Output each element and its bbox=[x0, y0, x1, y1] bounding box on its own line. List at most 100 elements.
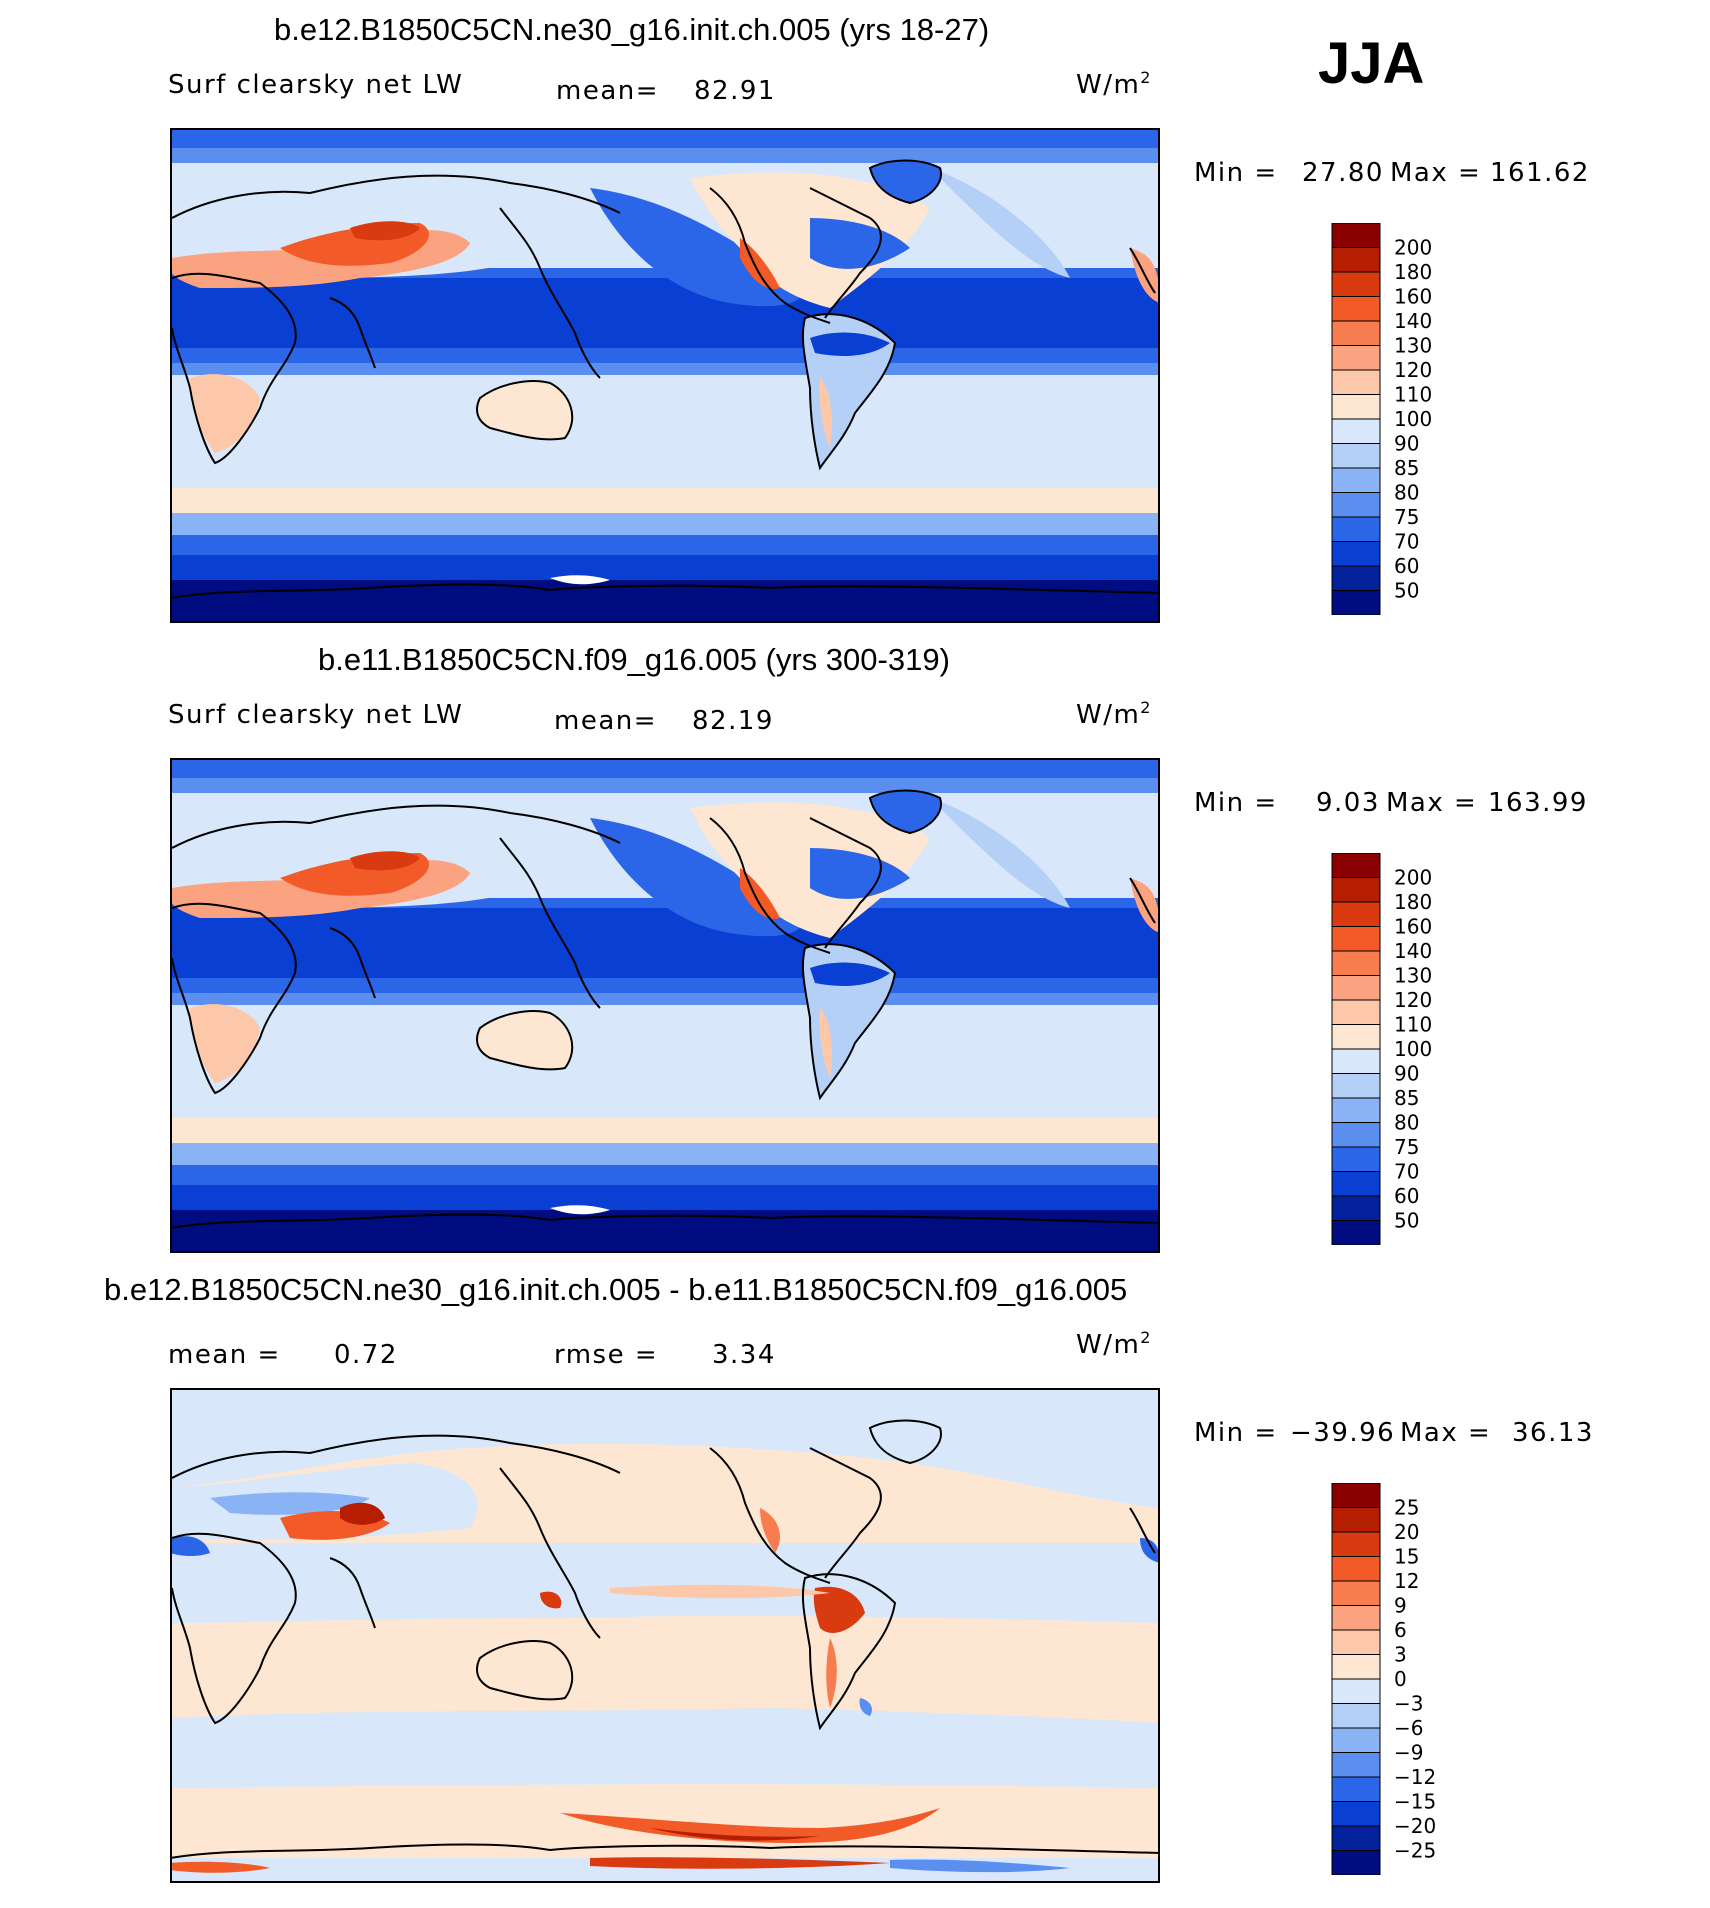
colorbar-box bbox=[1331, 1171, 1381, 1197]
colorbar-tick-label: 160 bbox=[1394, 285, 1432, 309]
southern-africa bbox=[190, 1004, 260, 1083]
panel-2-title: b.e11.B1850C5CN.f09_g16.005 (yrs 300-319… bbox=[318, 642, 950, 677]
colorbar-tick-label: 12 bbox=[1394, 1569, 1419, 1593]
panel-1-mean-label: mean= bbox=[556, 76, 660, 106]
panel-1-variable: Surf clearsky net LW bbox=[168, 70, 464, 100]
panel-1-max-value: 161.62 bbox=[1490, 158, 1590, 188]
colorbar-box bbox=[1331, 1531, 1381, 1557]
panel-2-max-label: Max = bbox=[1386, 788, 1478, 818]
southern-ocean-warm-diff bbox=[560, 1808, 940, 1843]
australia-land bbox=[477, 381, 573, 440]
colorbar-box bbox=[1331, 1122, 1381, 1148]
arctic-band bbox=[170, 778, 1160, 793]
arctic-band bbox=[170, 148, 1160, 163]
colorbar-tick-label: −3 bbox=[1394, 1692, 1423, 1716]
colorbar-box bbox=[1331, 1703, 1381, 1729]
coastlines bbox=[170, 1419, 1160, 1859]
colorbar-box bbox=[1331, 467, 1381, 493]
southwest-us-hot bbox=[740, 238, 780, 289]
colorbar-tick-label: 6 bbox=[1394, 1618, 1407, 1642]
andes-warm bbox=[819, 1008, 832, 1078]
arctic-band bbox=[170, 128, 1160, 148]
tropical-band bbox=[170, 993, 1160, 1005]
antarctic-hot-diff bbox=[590, 1857, 890, 1869]
colorbar-tick-label: 80 bbox=[1394, 481, 1419, 505]
colorbar-tick-label: −6 bbox=[1394, 1716, 1423, 1740]
southern-band bbox=[170, 1165, 1160, 1185]
colorbar-box bbox=[1331, 418, 1381, 444]
north-pacific-low bbox=[590, 818, 802, 937]
antarctic-band bbox=[170, 580, 1160, 623]
colorbar-box bbox=[1331, 853, 1381, 878]
patagonia-cool-diff bbox=[859, 1698, 872, 1716]
panel-3-rmse-label: rmse = bbox=[554, 1340, 659, 1370]
north-atlantic-swirl bbox=[930, 168, 1070, 278]
colorbar-box bbox=[1331, 926, 1381, 952]
colorbar-tick-label: 9 bbox=[1394, 1594, 1407, 1618]
colorbar-box bbox=[1331, 1483, 1381, 1508]
colorbar-tick-label: 60 bbox=[1394, 1184, 1419, 1208]
panel-3-rmse-value: 3.34 bbox=[712, 1340, 776, 1370]
southern-ocean-hot-diff bbox=[650, 1828, 820, 1841]
colorbar-tick-label: 85 bbox=[1394, 1086, 1419, 1110]
colorbar-box bbox=[1331, 1580, 1381, 1606]
panel-2-map bbox=[170, 758, 1160, 1253]
tropical-band bbox=[170, 978, 1160, 993]
map-frame bbox=[170, 128, 1160, 623]
colorbar-tick-label: −9 bbox=[1394, 1741, 1423, 1765]
colorbar-box bbox=[1331, 1024, 1381, 1050]
panel-1-min-value: 27.80 bbox=[1302, 158, 1384, 188]
desert-hottest bbox=[350, 221, 420, 241]
panel-1-mean-value: 82.91 bbox=[694, 76, 776, 106]
colorbar-box bbox=[1331, 394, 1381, 420]
panel-3-mean-label: mean = bbox=[168, 1340, 281, 1370]
amazon-cool bbox=[810, 962, 890, 986]
west-africa-cool-diff bbox=[170, 1536, 210, 1557]
colorbar-tick-label: 200 bbox=[1394, 236, 1432, 260]
andes-warm-diff bbox=[826, 1638, 837, 1708]
southern-band bbox=[170, 535, 1160, 555]
colorbar-box bbox=[1331, 1146, 1381, 1172]
panel-2-mean-label: mean= bbox=[554, 706, 658, 736]
north-pacific-low bbox=[590, 188, 802, 307]
tropical-band bbox=[170, 278, 1160, 348]
colorbar-box bbox=[1331, 1752, 1381, 1778]
equatorial-warm-diff bbox=[610, 1584, 830, 1599]
arctic-band bbox=[170, 758, 1160, 778]
colorbar-box bbox=[1331, 541, 1381, 567]
colorbar-tick-label: 85 bbox=[1394, 456, 1419, 480]
colorbar-tick-label: 70 bbox=[1394, 530, 1419, 554]
colorbar-tick-label: 140 bbox=[1394, 939, 1432, 963]
colorbar-tick-label: 120 bbox=[1394, 988, 1432, 1012]
colorbar-tick-label: −25 bbox=[1394, 1839, 1436, 1863]
panel-3-map bbox=[170, 1388, 1160, 1883]
colorbar-tick-label: 140 bbox=[1394, 309, 1432, 333]
colorbar-box bbox=[1331, 1850, 1381, 1875]
colorbar-tick-label: 3 bbox=[1394, 1643, 1407, 1667]
colorbar-box bbox=[1331, 296, 1381, 322]
season-label: JJA bbox=[1318, 31, 1425, 96]
panel-1-map bbox=[170, 128, 1160, 623]
north-atlantic-swirl bbox=[930, 798, 1070, 908]
colorbar-tick-label: 180 bbox=[1394, 890, 1432, 914]
antarctic-highlight bbox=[550, 575, 610, 585]
colorbar-box bbox=[1331, 492, 1381, 518]
colorbar-tick-label: −12 bbox=[1394, 1765, 1436, 1789]
colorbar-box bbox=[1331, 1097, 1381, 1123]
colorbar-tick-label: 60 bbox=[1394, 554, 1419, 578]
colorbar-box bbox=[1331, 1556, 1381, 1582]
colorbar-box bbox=[1331, 1507, 1381, 1533]
colorbar-tick-label: 130 bbox=[1394, 964, 1432, 988]
colorbar-box bbox=[1331, 1727, 1381, 1753]
colorbar-tick-label: 90 bbox=[1394, 1062, 1419, 1086]
colorbar-box bbox=[1331, 999, 1381, 1025]
colorbar-box bbox=[1331, 950, 1381, 976]
southern-diff bbox=[170, 1708, 1160, 1788]
colorbar-box bbox=[1331, 271, 1381, 297]
colorbar-box bbox=[1331, 877, 1381, 903]
colorbar-box bbox=[1331, 590, 1381, 615]
colorbar-tick-label: 75 bbox=[1394, 1135, 1419, 1159]
colorbar-box bbox=[1331, 247, 1381, 273]
colorbar-box bbox=[1331, 345, 1381, 371]
